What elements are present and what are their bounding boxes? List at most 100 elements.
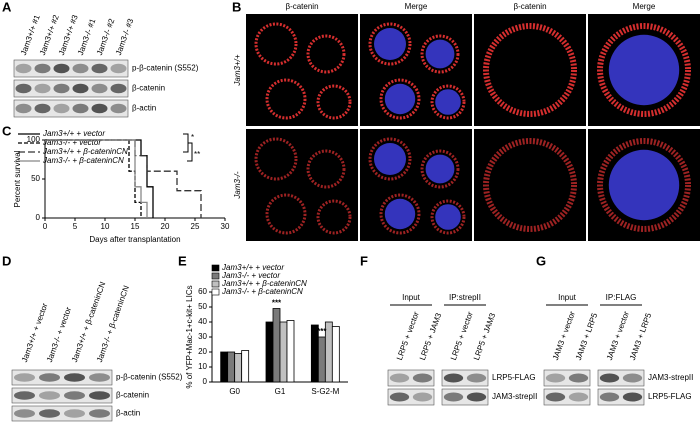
cell (265, 193, 307, 235)
band (466, 392, 487, 402)
annotation: *** (272, 299, 282, 308)
row-label: JAM3-strepII (648, 373, 693, 382)
column-label: Merge (405, 2, 428, 11)
lane-label: Jam3-/- + vector (45, 305, 73, 363)
column-label: β-catenin (285, 2, 318, 11)
survival-curve (45, 139, 148, 218)
x-tick-label: 25 (191, 222, 200, 231)
column-label: Merge (633, 2, 656, 11)
band (568, 373, 589, 383)
band (72, 63, 89, 74)
nucleus (425, 154, 455, 184)
nucleus (435, 89, 461, 115)
legend-label: Jam3+/+ + vector (221, 263, 284, 272)
band (53, 83, 70, 94)
y-tick-label: 0 (203, 377, 208, 386)
band (14, 409, 35, 418)
lane-label: LRP5 + vector (449, 310, 475, 361)
cell (483, 138, 577, 232)
y-tick-label: 10 (198, 362, 207, 371)
x-tick-label: 0 (43, 222, 48, 231)
band (91, 63, 108, 74)
y-tick-label: 20 (198, 347, 207, 356)
blot-strip (11, 369, 113, 386)
legend-label: Jam3-/- + β-cateninCN (42, 156, 124, 165)
band (466, 373, 487, 383)
row-label: p-β-catenin (S552) (116, 373, 183, 382)
cell (368, 137, 412, 181)
nucleus (425, 39, 455, 69)
band (89, 409, 110, 418)
blot-strip (11, 387, 113, 404)
bar (272, 308, 281, 383)
panel-label: A (2, 0, 12, 14)
legend-label: Jam3+/+ + vector (42, 129, 105, 138)
band (89, 373, 110, 382)
cell (420, 149, 460, 189)
y-tick-label: 60 (198, 287, 207, 296)
row-label: β-actin (132, 104, 156, 113)
x-tick-label: S-G2-M (311, 387, 339, 396)
y-axis-label: Percent survival (13, 150, 22, 207)
band (64, 391, 85, 400)
legend-label: Jam3-/- + vector (42, 138, 101, 147)
row-label: LRP5-FLAG (648, 392, 692, 401)
band (110, 83, 127, 94)
lane-label: LRP5 + vector (395, 310, 421, 361)
cell (597, 23, 691, 117)
bar (331, 326, 340, 383)
annotation: ** (194, 150, 200, 159)
band (389, 373, 410, 383)
band (64, 373, 85, 382)
band (110, 103, 127, 114)
cell (368, 22, 412, 66)
panel-label: E (178, 253, 187, 268)
lane-label: Jam3-/- #2 (95, 17, 117, 57)
panel-label: F (360, 253, 368, 268)
lane-label: JAM3 + LRP5 (574, 311, 600, 361)
cell (306, 34, 346, 74)
cell (316, 199, 352, 235)
band (389, 392, 410, 402)
row-label: Jam3+/+ (233, 54, 242, 86)
band (15, 103, 32, 114)
band (412, 373, 433, 383)
band (34, 63, 51, 74)
group-label: Input (402, 293, 421, 302)
x-tick-label: 5 (73, 222, 78, 231)
cell (430, 84, 466, 120)
band (53, 103, 70, 114)
micrograph (246, 14, 358, 126)
bar (279, 321, 288, 383)
band (34, 103, 51, 114)
lane-label: Jam3-/- #3 (114, 17, 136, 57)
y-axis-label: % of YFP+Mac-1+c-kit+ LICs (185, 285, 194, 388)
band (14, 373, 35, 382)
panel-label: C (2, 123, 12, 138)
cell (306, 149, 346, 189)
legend-swatch (211, 280, 220, 288)
cell (597, 138, 691, 232)
row-label: JAM3-strepII (492, 392, 537, 401)
legend-label: Jam3-/- + β-cateninCN (221, 287, 303, 296)
y-tick-label: 50 (31, 174, 40, 183)
band (443, 392, 464, 402)
band (599, 373, 620, 383)
band (599, 392, 620, 402)
band (443, 373, 464, 383)
row-label: p-β-catenin (S552) (132, 64, 199, 73)
x-axis-label: Days after transplantation (89, 235, 180, 244)
band (91, 103, 108, 114)
bar (241, 350, 250, 383)
column-label: β-catenin (513, 2, 546, 11)
lane-label: LRP5 + JAM3 (472, 311, 498, 361)
y-tick-label: 50 (198, 302, 207, 311)
bar (265, 321, 274, 383)
bar (317, 336, 326, 383)
band (545, 373, 566, 383)
cell (430, 199, 466, 235)
bar (234, 353, 243, 383)
legend-label: Jam3+/+ + β-cateninCN (221, 279, 307, 288)
row-label: LRP5-FLAG (492, 373, 536, 382)
cell (483, 23, 577, 117)
